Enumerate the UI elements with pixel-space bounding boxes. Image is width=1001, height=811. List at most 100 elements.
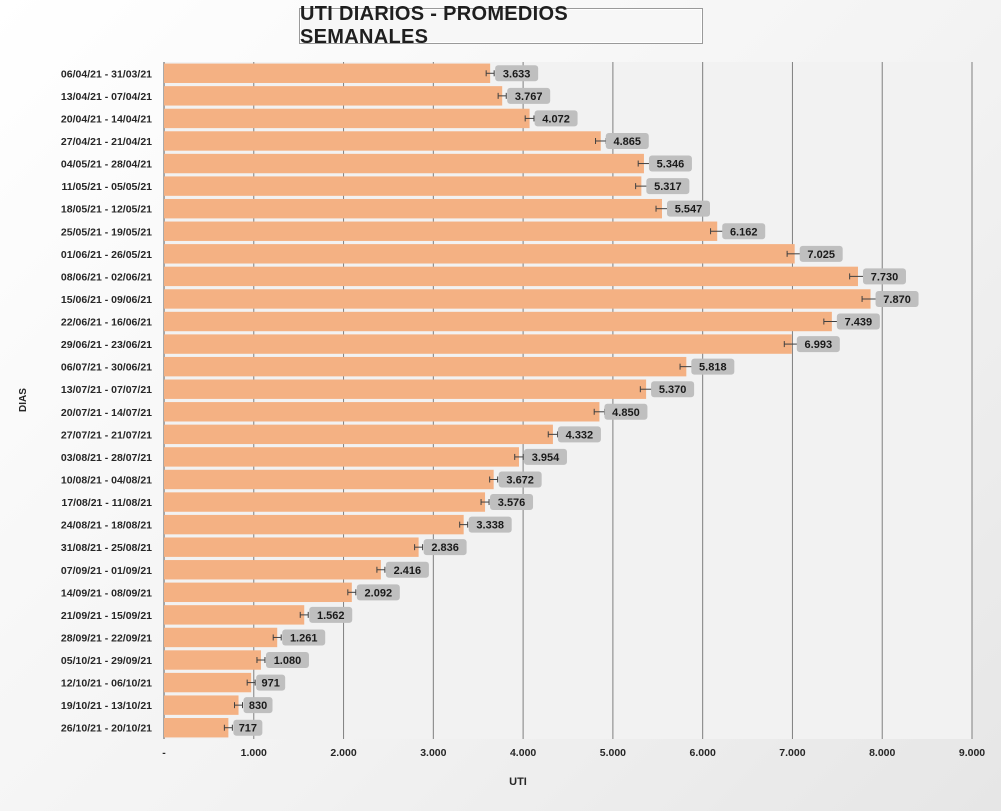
data-label: 1.562 <box>317 610 345 622</box>
category-label: 17/08/21 - 11/08/21 <box>62 497 153 509</box>
data-label-box <box>385 561 429 578</box>
data-label: 7.439 <box>845 317 873 329</box>
data-label-box <box>862 268 906 285</box>
bar <box>164 402 600 422</box>
x-tick-label: 1.000 <box>241 747 267 759</box>
bar <box>164 469 494 490</box>
data-label-box <box>423 539 467 556</box>
bar <box>164 244 795 264</box>
category-label: 25/05/21 - 19/05/21 <box>61 226 152 238</box>
data-label: 4.072 <box>542 113 570 125</box>
category-label: 11/05/21 - 05/05/21 <box>62 181 153 193</box>
data-label: 2.092 <box>365 587 393 599</box>
bar <box>164 627 278 648</box>
category-label: 27/07/21 - 21/07/21 <box>61 429 152 441</box>
data-label: 830 <box>249 700 267 712</box>
data-label-box <box>265 652 309 669</box>
x-tick-label: 8.000 <box>869 747 895 759</box>
bar <box>164 582 352 603</box>
bar <box>164 153 644 174</box>
bar <box>164 424 553 445</box>
data-label-box <box>557 426 601 443</box>
bar <box>164 718 229 738</box>
category-label: 13/07/21 - 07/07/21 <box>61 384 152 396</box>
data-label-box <box>507 87 551 104</box>
data-label: 6.993 <box>805 339 833 351</box>
data-label-box <box>666 200 710 217</box>
category-label: 01/06/21 - 26/05/21 <box>61 249 152 261</box>
data-label: 1.261 <box>290 632 318 644</box>
x-tick-label: 7.000 <box>779 747 805 759</box>
category-label: 21/09/21 - 15/09/21 <box>61 610 152 622</box>
bar <box>164 176 642 196</box>
category-label: 18/05/21 - 12/05/21 <box>61 204 152 216</box>
category-label: 03/08/21 - 28/07/21 <box>61 452 152 464</box>
category-label: 27/04/21 - 21/04/21 <box>61 136 152 148</box>
data-label: 5.818 <box>699 362 727 374</box>
data-label-box <box>243 697 273 714</box>
data-label-box <box>356 584 400 601</box>
data-label-box <box>646 178 690 195</box>
data-label: 4.850 <box>612 407 640 419</box>
data-label: 2.416 <box>394 565 422 577</box>
x-tick-label: 4.000 <box>510 747 536 759</box>
x-tick-label: 5.000 <box>600 747 626 759</box>
bar <box>164 447 519 467</box>
data-label: 7.730 <box>871 271 899 283</box>
x-axis-title: UTI <box>509 776 527 788</box>
x-tick-label: - <box>162 747 166 759</box>
bar <box>164 289 871 309</box>
data-label-box <box>309 606 353 623</box>
category-label: 06/04/21 - 31/03/21 <box>61 68 152 80</box>
bar <box>164 672 252 693</box>
data-label-box <box>495 65 539 82</box>
data-label: 3.672 <box>506 474 534 486</box>
data-label-box <box>799 245 843 262</box>
category-label: 20/04/21 - 14/04/21 <box>61 113 152 125</box>
category-label: 26/10/21 - 20/10/21 <box>61 723 152 735</box>
category-label: 31/08/21 - 25/08/21 <box>61 542 152 554</box>
data-label-box <box>498 471 542 488</box>
data-label-box <box>256 674 286 691</box>
data-label: 4.332 <box>566 429 594 441</box>
bar <box>164 650 261 670</box>
data-label: 3.576 <box>498 497 526 509</box>
bar <box>164 695 239 715</box>
data-label-box <box>604 403 648 420</box>
category-label: 05/10/21 - 29/09/21 <box>61 655 152 667</box>
data-label: 5.370 <box>659 384 687 396</box>
data-label: 1.080 <box>274 655 302 667</box>
data-label: 3.767 <box>515 91 543 103</box>
data-label: 5.346 <box>657 159 685 171</box>
bar <box>164 537 419 557</box>
x-tick-label: 6.000 <box>690 747 716 759</box>
data-label-box <box>722 223 766 240</box>
data-label-box <box>282 629 326 646</box>
plot-area <box>164 62 972 739</box>
bar <box>164 605 305 625</box>
bar <box>164 379 647 399</box>
y-axis-title: DIAS <box>18 388 29 412</box>
x-tick-label: 2.000 <box>330 747 356 759</box>
bar <box>164 63 491 83</box>
data-label: 2.836 <box>431 542 459 554</box>
bar <box>164 514 464 535</box>
data-label: 5.547 <box>675 204 703 216</box>
category-label: 20/07/21 - 14/07/21 <box>61 407 152 419</box>
bar <box>164 492 486 512</box>
data-label: 6.162 <box>730 226 758 238</box>
data-label-box <box>605 132 649 149</box>
category-label: 07/09/21 - 01/09/21 <box>61 565 152 577</box>
data-label-box <box>648 155 692 172</box>
chart-title: UTI DIARIOS - PROMEDIOS SEMANALES <box>299 3 703 48</box>
data-label-box <box>233 719 263 736</box>
bar <box>164 198 662 219</box>
category-label: 04/05/21 - 28/04/21 <box>61 159 152 171</box>
data-label: 3.954 <box>532 452 560 464</box>
category-label: 22/06/21 - 16/06/21 <box>61 317 152 329</box>
category-label: 14/09/21 - 08/09/21 <box>61 587 152 599</box>
data-label: 717 <box>239 723 257 735</box>
category-label: 19/10/21 - 13/10/21 <box>61 700 152 712</box>
bar <box>164 560 381 580</box>
